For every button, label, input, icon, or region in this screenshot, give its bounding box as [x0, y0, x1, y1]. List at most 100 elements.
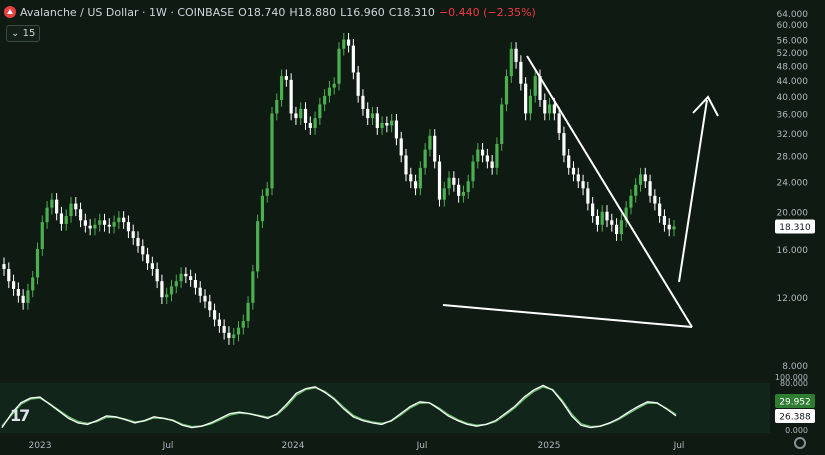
last-price-label: 18.310 [779, 223, 811, 233]
oscillator-value-tags: 29.952 26.388 [775, 394, 815, 423]
candle-body [308, 122, 312, 128]
candle-body [122, 217, 126, 223]
candle-body [653, 195, 657, 204]
candle-body [31, 277, 35, 291]
candle-body [394, 120, 399, 139]
last-price-tag: 18.310 [775, 219, 815, 234]
price-tick-label: 32.000 [777, 130, 809, 140]
low-value: L16.960 [340, 5, 385, 19]
candle-body [160, 281, 164, 298]
candle-body [342, 39, 346, 49]
avalanche-logo-icon [4, 6, 16, 18]
candle-body [40, 222, 44, 250]
candle-body [55, 199, 59, 214]
price-tick-label: 60.000 [777, 21, 809, 31]
gear-icon[interactable] [794, 437, 806, 449]
candle-body [514, 48, 518, 62]
candle-body [648, 181, 652, 196]
candle-body [600, 211, 604, 225]
candle-body [270, 113, 274, 189]
candle-body [658, 203, 662, 216]
oscillator-value-label: 26.388 [779, 413, 811, 423]
candle-body [557, 113, 561, 134]
oscillator-value-label: 29.952 [779, 398, 811, 408]
candle-body [279, 76, 284, 101]
candle-body [634, 184, 638, 196]
candle-body [265, 188, 269, 196]
candle-body [418, 167, 422, 189]
price-tick-label: 44.000 [777, 77, 809, 87]
candle-body [610, 220, 614, 225]
interval-button[interactable]: ⌄ 15 [6, 25, 41, 42]
price-tick-label: 64.000 [777, 10, 809, 20]
candle-body [490, 161, 494, 168]
symbol-title[interactable]: Avalanche / US Dollar · 1W · COINBASE [20, 5, 235, 19]
candle-body [662, 215, 667, 225]
candle-body [227, 332, 231, 339]
candle-body [193, 279, 198, 288]
candle-body [356, 72, 360, 96]
candle-body [576, 174, 580, 182]
candle-body [74, 203, 78, 210]
candle-body [562, 133, 566, 156]
candle-body [174, 281, 178, 287]
open-value: O18.740 [238, 5, 286, 19]
candle-body [476, 149, 480, 162]
candle-body [126, 222, 131, 232]
candle-body [327, 87, 332, 96]
falling-wedge-lower-trendline[interactable] [442, 304, 693, 328]
candle-body [404, 155, 408, 175]
candle-body [547, 104, 552, 114]
candle-body [241, 321, 245, 328]
candle-body [624, 207, 628, 221]
candle-body [208, 301, 212, 311]
candle-body [428, 135, 432, 150]
time-axis: 2023 Jul 2024 Jul 2025 Jul [29, 441, 685, 451]
candle-body [375, 113, 379, 128]
candle-body [605, 211, 609, 221]
candle-body [337, 48, 341, 84]
candle-body [50, 199, 54, 208]
interval-label: 15 [22, 28, 36, 39]
candle-body [59, 213, 64, 224]
candle-body [64, 215, 68, 224]
candle-body [543, 100, 547, 114]
candle-body [165, 294, 169, 298]
candle-body [667, 224, 671, 230]
candle-body [155, 269, 159, 282]
breakout-arrow[interactable] [678, 99, 708, 283]
candle-body [471, 161, 475, 182]
candle-body [275, 100, 279, 114]
candle-body [390, 120, 394, 126]
candle-body [45, 207, 49, 223]
candle-body [35, 249, 40, 278]
candle-body [284, 76, 288, 80]
candle-body [466, 181, 470, 193]
candle-body [16, 289, 20, 296]
candle-body [370, 113, 375, 119]
candle-body [346, 39, 351, 46]
candle-body [318, 104, 322, 119]
tradingview-logo-icon[interactable]: 17 [10, 406, 30, 425]
candle-body [260, 195, 265, 222]
oscillator-tick-label: 80.000 [780, 379, 808, 388]
candle-body [21, 295, 25, 303]
price-tick-label: 24.000 [777, 178, 809, 188]
candle-body [150, 263, 154, 270]
falling-wedge-upper-trendline[interactable] [526, 55, 693, 328]
candles [2, 32, 676, 345]
candle-body [409, 174, 413, 182]
candle-body [78, 209, 83, 221]
candle-body [69, 203, 73, 216]
candle-body [98, 220, 102, 225]
price-tick-label: 40.000 [777, 93, 809, 103]
candle-body [533, 76, 537, 96]
chevron-down-icon: ⌄ [11, 28, 20, 39]
candle-body [480, 149, 485, 156]
candle-body [236, 327, 241, 335]
candle-body [457, 184, 461, 196]
candle-body [141, 245, 145, 255]
candle-body [246, 302, 250, 322]
candle-body [461, 192, 466, 196]
